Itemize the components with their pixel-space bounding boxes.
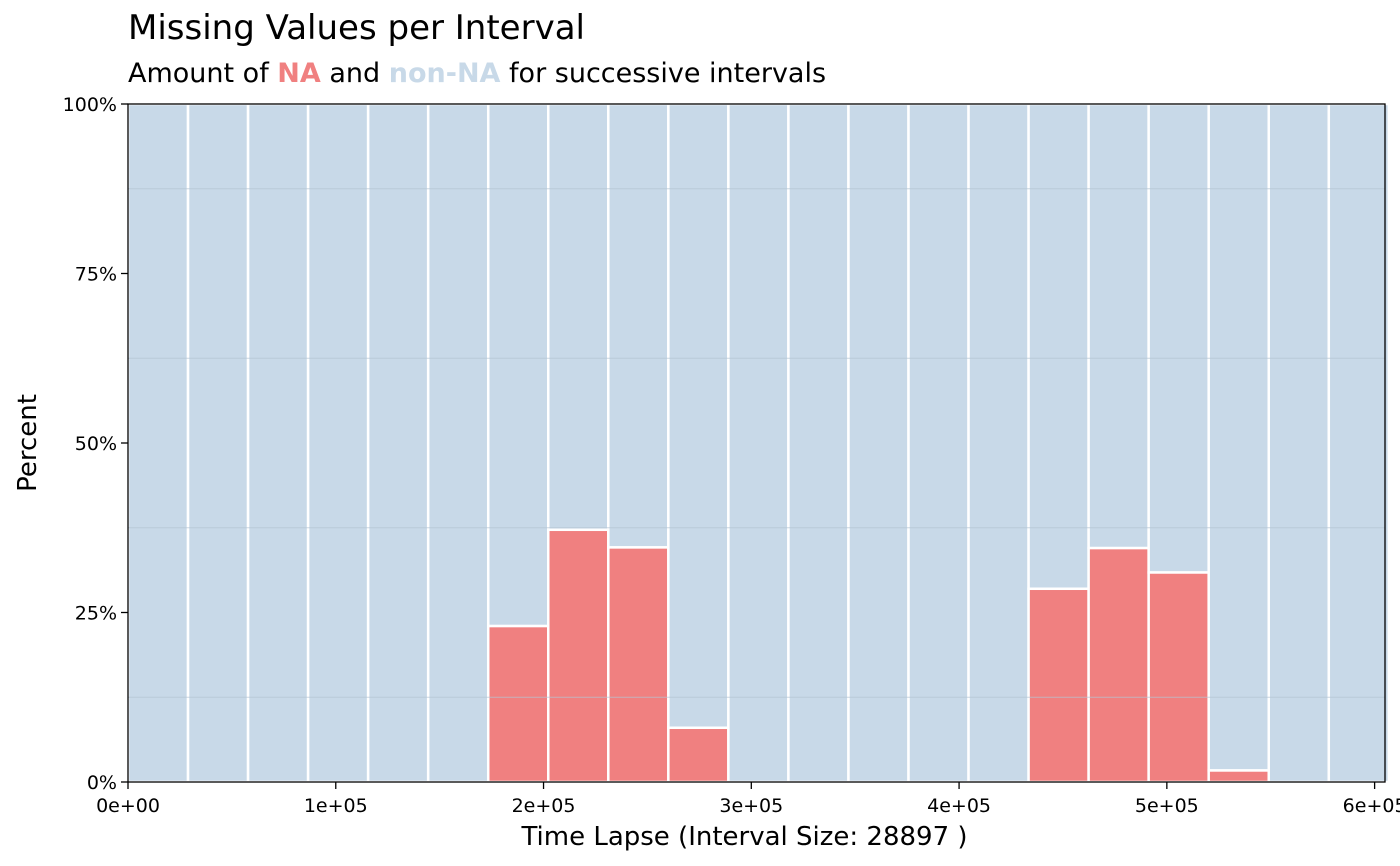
- bar-non-na: [486, 102, 550, 628]
- bar-non-na: [1147, 102, 1210, 574]
- subtitle-suffix: for successive intervals: [500, 58, 827, 89]
- bar-non-na: [126, 102, 190, 784]
- bar-non-na: [547, 102, 610, 532]
- bar-na: [607, 546, 670, 784]
- bar-non-na: [1267, 102, 1331, 784]
- subtitle-na-label: NA: [277, 58, 321, 89]
- bar-non-na: [186, 102, 250, 784]
- x-tick-label: 0e+00: [96, 795, 160, 817]
- y-axis-title: Percent: [13, 394, 43, 492]
- bar-na: [1087, 546, 1150, 784]
- y-tick-label: 100%: [63, 94, 117, 116]
- axes-layer: 0% 25% 50% 75% 100% 0e+00 1e+05 2e+05 3e+05 4e+05…: [63, 94, 1400, 817]
- x-axis-title: Time Lapse (Interval Size: 28897 ): [520, 822, 967, 852]
- chart-subtitle: Amount of NA and non-NA for successive i…: [128, 58, 826, 89]
- bar-na: [1147, 571, 1210, 784]
- x-tick-label: 3e+05: [719, 795, 783, 817]
- bar-non-na: [366, 102, 430, 784]
- bar-non-na: [1327, 102, 1391, 784]
- bar-non-na: [1027, 102, 1090, 591]
- x-tick-label: 1e+05: [304, 795, 368, 817]
- x-tick-label: 4e+05: [927, 795, 991, 817]
- bar-non-na: [727, 102, 790, 784]
- x-tick-label: 6e+05: [1343, 795, 1400, 817]
- bar-non-na: [306, 102, 370, 784]
- bar-non-na: [607, 102, 670, 549]
- y-tick-label: 75%: [75, 264, 117, 286]
- x-tick-label: 5e+05: [1135, 795, 1199, 817]
- bar-non-na: [787, 102, 850, 784]
- bar-non-na: [246, 102, 310, 784]
- bar-non-na: [426, 102, 490, 784]
- bar-na: [547, 528, 610, 784]
- bars-layer: [126, 102, 1391, 784]
- y-tick-label: 25%: [75, 603, 117, 625]
- y-tick-label: 0%: [87, 772, 117, 794]
- subtitle-prefix: Amount of: [128, 58, 278, 89]
- subtitle-middle: and: [320, 58, 389, 89]
- bar-non-na: [1207, 102, 1270, 772]
- bar-na: [1207, 769, 1270, 784]
- chart-title: Missing Values per Interval: [128, 8, 585, 48]
- bar-na: [486, 624, 550, 784]
- bar-non-na: [847, 102, 910, 784]
- gridlines-layer: [128, 188, 1385, 698]
- bar-non-na: [1087, 102, 1150, 550]
- bar-na: [1027, 587, 1090, 784]
- subtitle-non-na-label: non-NA: [388, 58, 501, 89]
- y-tick-label: 50%: [75, 433, 117, 455]
- bar-non-na: [907, 102, 970, 784]
- x-tick-label: 2e+05: [512, 795, 576, 817]
- bar-non-na: [967, 102, 1030, 784]
- bar-na: [667, 726, 730, 784]
- bar-non-na: [667, 102, 730, 730]
